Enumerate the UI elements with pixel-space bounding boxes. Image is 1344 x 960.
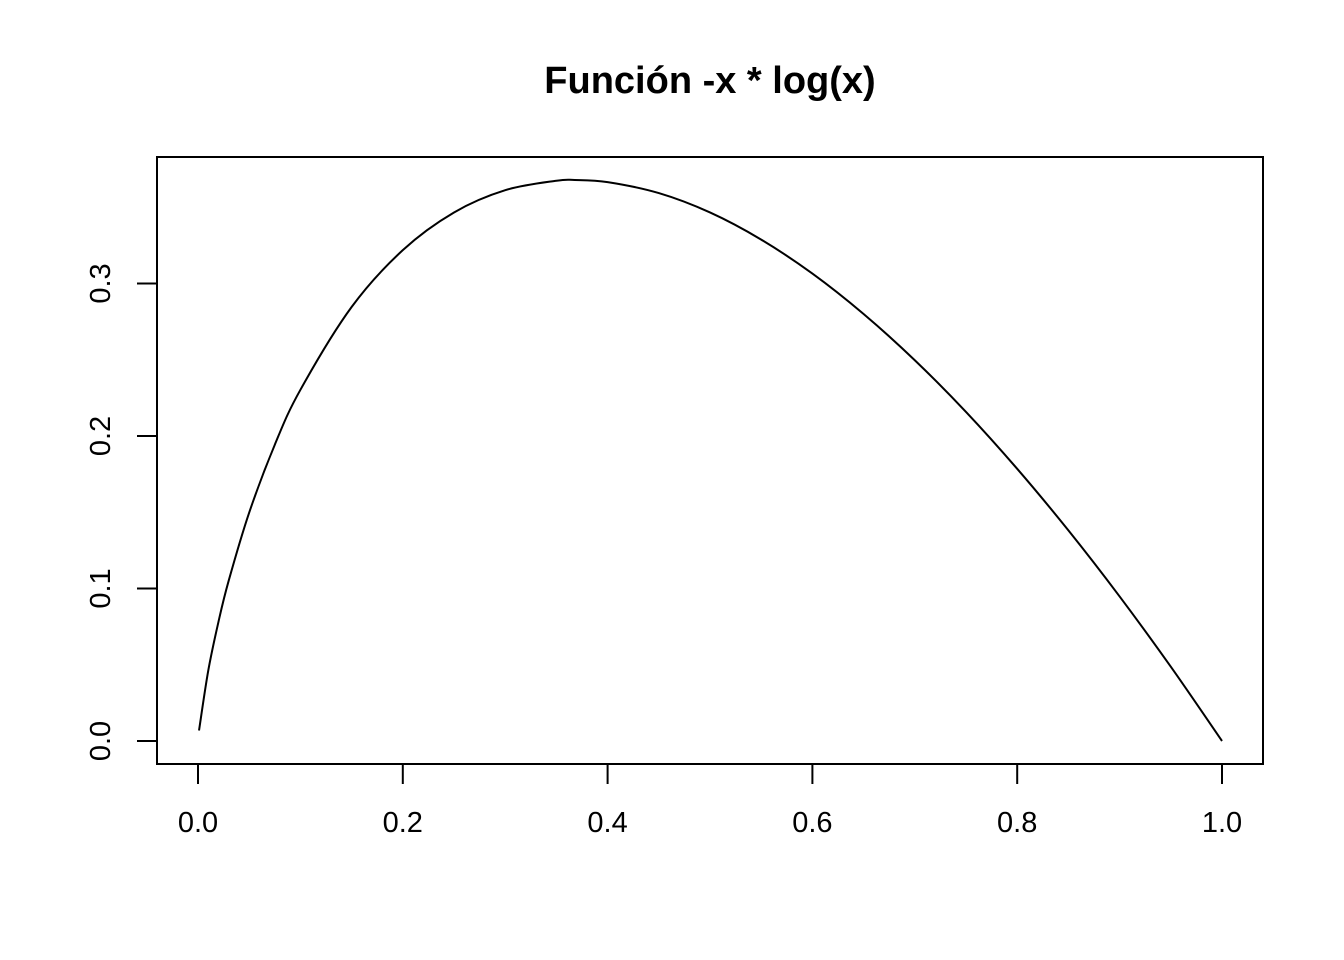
x-axis: 0.0 0.2 0.4 0.6 0.8 1.0: [178, 763, 1242, 839]
series-layer: [198, 178, 1223, 742]
y-tick-label: 0.2: [85, 416, 117, 456]
chart-title: Función -x * log(x): [544, 60, 875, 102]
y-tick-label: 0.1: [85, 568, 117, 608]
y-tick-label: 0.0: [85, 721, 117, 761]
y-axis: 0.0 0.1 0.2 0.3: [85, 263, 158, 761]
plot-frame: [156, 156, 1264, 765]
x-tick-label: 1.0: [1202, 807, 1242, 839]
series-line-0: [198, 178, 1223, 742]
y-tick-label: 0.3: [85, 263, 117, 303]
x-tick-label: 0.2: [383, 807, 423, 839]
x-tick-label: 0.4: [587, 807, 627, 839]
x-tick-label: 0.0: [178, 807, 218, 839]
x-tick-label: 0.8: [997, 807, 1037, 839]
x-tick-label: 0.6: [792, 807, 832, 839]
